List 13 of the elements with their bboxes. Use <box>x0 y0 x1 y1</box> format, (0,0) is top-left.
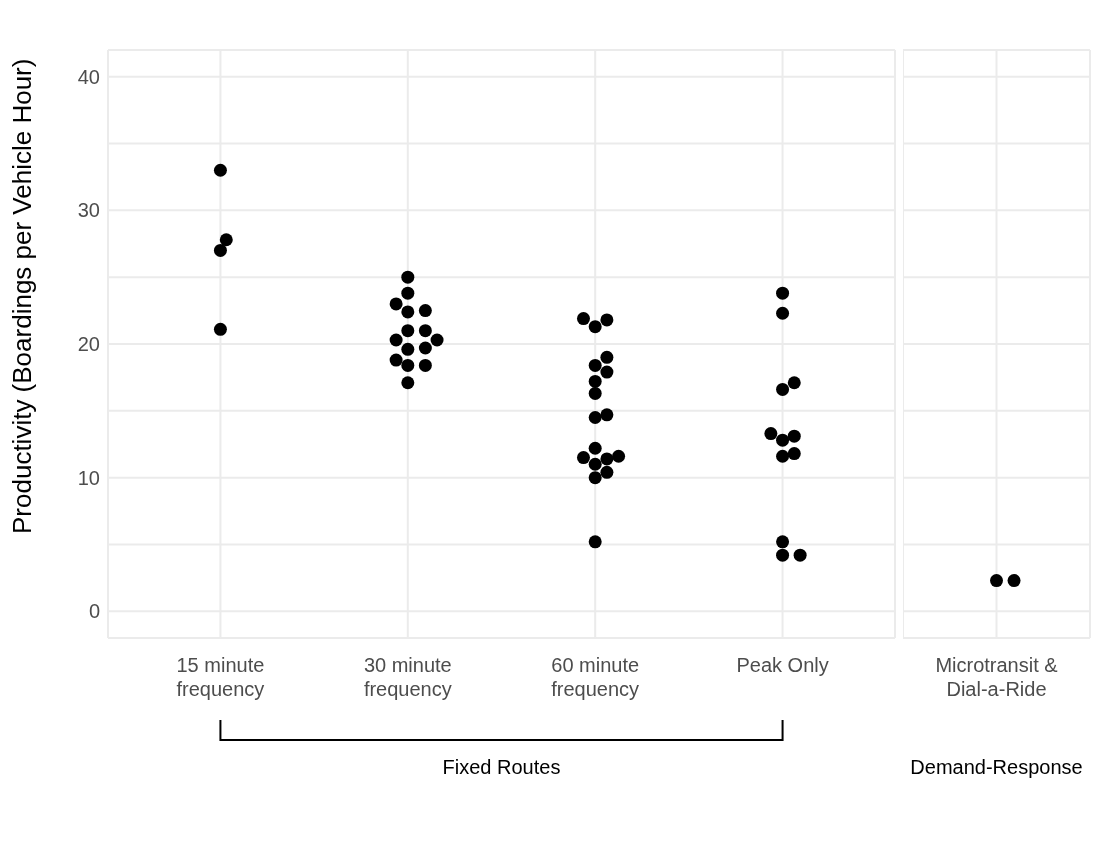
x-tick-label: Peak Only <box>736 654 829 676</box>
x-tick-label: 15 minute frequency <box>176 654 265 700</box>
y-tick-label: 40 <box>77 65 100 88</box>
y-tick-label: 0 <box>88 600 100 623</box>
x-tick-label: Microtransit & Dial-a-Ride <box>935 654 1059 700</box>
x-tick-label: 30 minute frequency <box>363 654 452 700</box>
x-axis-title: Demand-Response <box>910 756 1083 778</box>
y-tick-label: 30 <box>77 199 100 222</box>
x-axis-title: Fixed Routes <box>442 756 561 778</box>
x-tick-label: 60 minute frequency <box>551 654 640 700</box>
y-tick-label: 10 <box>77 466 100 489</box>
y-tick-label: 20 <box>77 333 100 356</box>
y-axis-title: Productivity (Boardings per Vehicle Hour) <box>7 58 38 534</box>
